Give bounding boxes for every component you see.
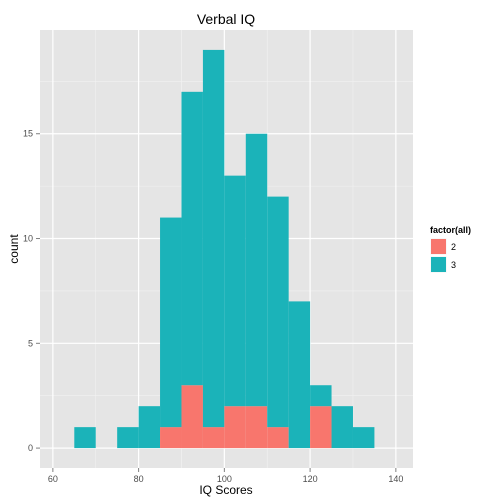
histogram-bar-factor-3 [245,133,268,407]
x-axis-title: IQ Scores [199,483,252,497]
histogram-bar-factor-2 [310,406,332,449]
histogram-bar-factor-2 [267,427,289,449]
legend-title: factor(all) [430,225,471,235]
y-tick-label: 10 [23,234,33,244]
histogram-bar-factor-3 [331,406,353,449]
histogram-bar-factor-2 [181,385,203,449]
x-tick-label: 60 [48,474,58,484]
y-tick-label: 15 [23,129,33,139]
histogram-bar-factor-3 [202,49,225,428]
y-tick-label: 0 [28,443,33,453]
x-tick-label: 140 [388,474,403,484]
histogram-bar-factor-3 [288,301,311,449]
x-tick-label: 80 [134,474,144,484]
histogram-bar-factor-2 [202,427,225,449]
histogram-bar-factor-3 [138,406,161,449]
legend-label-factor-3: 3 [451,260,456,270]
histogram-bar-factor-3 [267,196,289,428]
histogram-bar-factor-2 [160,427,182,449]
legend-swatch-factor-3 [431,257,446,272]
histogram-bar-factor-3 [310,385,332,407]
histogram-bars [74,49,375,449]
legend-label-factor-2: 2 [451,242,456,252]
legend-swatch-factor-2 [431,239,446,254]
histogram-bar-factor-3 [117,427,139,449]
histogram-bar-factor-2 [224,406,246,449]
histogram-bar-factor-3 [74,427,96,449]
histogram-bar-factor-3 [160,217,182,428]
histogram-bar-factor-3 [352,427,375,449]
y-tick-label: 5 [28,338,33,348]
x-axis-ticks: 60 80 100 120 140 [48,468,403,484]
y-axis-title: count [7,234,21,264]
x-tick-label: 100 [217,474,232,484]
legend: factor(all) 2 3 [429,225,471,274]
histogram-bar-factor-2 [245,406,268,449]
chart-title: Verbal IQ [197,11,255,27]
y-axis-ticks: 0 5 10 15 [23,129,40,453]
x-tick-label: 120 [303,474,318,484]
histogram-bar-factor-3 [224,175,246,407]
histogram-bar-factor-3 [181,91,203,386]
